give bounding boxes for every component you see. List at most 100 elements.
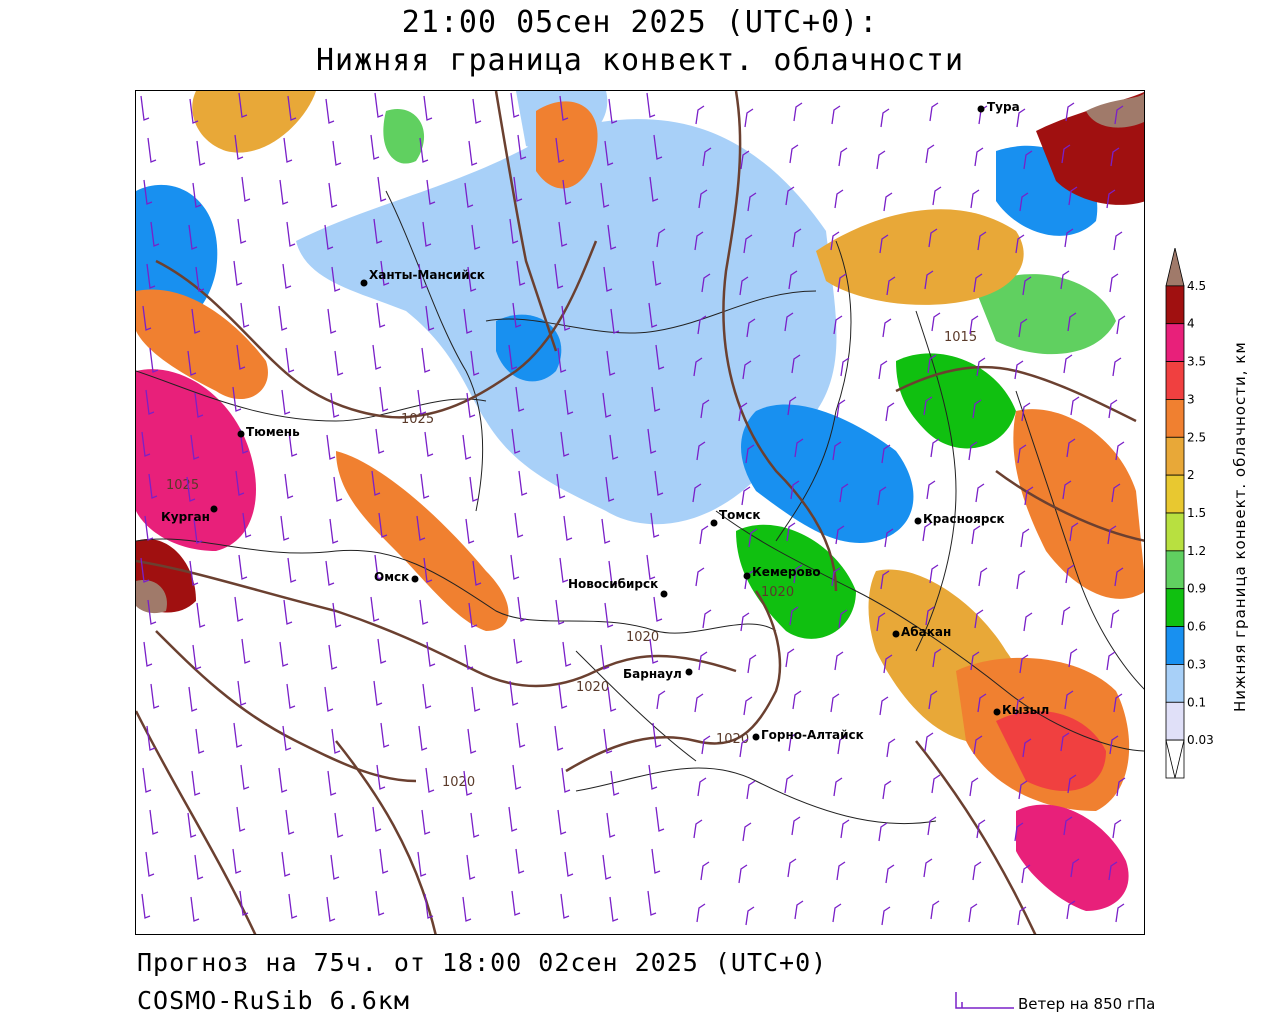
wind-barb bbox=[836, 861, 846, 881]
wind-barb bbox=[1112, 819, 1122, 839]
wind-barb bbox=[508, 806, 518, 832]
wind-barb bbox=[518, 470, 528, 496]
wind-legend: Ветер на 850 гПа bbox=[952, 990, 1202, 1016]
wind-barb bbox=[1067, 774, 1077, 794]
isobar-label: 1015 bbox=[944, 330, 977, 345]
isobar-line bbox=[136, 559, 737, 688]
wind-barb bbox=[830, 693, 840, 713]
wind-barb bbox=[655, 344, 665, 370]
wind-barb bbox=[1070, 858, 1080, 878]
wind-barb bbox=[470, 350, 480, 376]
wind-barb bbox=[833, 315, 843, 335]
wind-barb bbox=[150, 683, 160, 709]
wind-barb bbox=[926, 480, 936, 500]
wind-barb bbox=[1069, 522, 1079, 542]
wind-barb bbox=[240, 302, 250, 328]
wind-barb bbox=[471, 686, 481, 712]
region-border bbox=[775, 240, 852, 542]
wind-barb bbox=[791, 816, 801, 836]
wind-barb-icon bbox=[955, 992, 1014, 1009]
wind-barb bbox=[1016, 108, 1026, 128]
wind-barb bbox=[192, 644, 202, 670]
colorbar-label: 1.5 bbox=[1187, 506, 1206, 520]
wind-barb bbox=[931, 774, 941, 794]
wind-barb bbox=[698, 651, 708, 671]
wind-barb bbox=[326, 434, 336, 460]
city-krasnoyarsk: Красноярск bbox=[914, 512, 1005, 526]
wind-barb bbox=[1110, 609, 1120, 629]
wind-barb bbox=[1022, 276, 1032, 296]
wind-barb bbox=[192, 182, 202, 208]
colorbar-label: 0.9 bbox=[1187, 582, 1206, 596]
wind-barb bbox=[279, 641, 289, 667]
wind-barb bbox=[282, 263, 292, 289]
wind-barb bbox=[789, 144, 799, 164]
wind-barb bbox=[196, 602, 206, 628]
wind-barb bbox=[555, 137, 565, 163]
wind-barb bbox=[651, 386, 661, 412]
wind-barb bbox=[794, 900, 804, 920]
wind-barb bbox=[327, 770, 337, 796]
colorbar-label: 2 bbox=[1187, 468, 1195, 482]
wind-barb bbox=[1112, 357, 1122, 377]
wind-barb bbox=[191, 770, 201, 796]
wind-barb bbox=[740, 612, 750, 632]
wind-barb bbox=[743, 234, 753, 254]
cloud-fields bbox=[136, 91, 1144, 911]
region-border bbox=[485, 290, 817, 334]
cloud-area-red bbox=[996, 711, 1106, 791]
wind-barb bbox=[880, 570, 890, 590]
wind-barb bbox=[189, 560, 199, 586]
isobar-label: 1020 bbox=[716, 732, 749, 747]
wind-barb bbox=[146, 725, 156, 751]
wind-barb bbox=[380, 260, 390, 286]
isobar-label: 1020 bbox=[761, 585, 794, 600]
wind-barb bbox=[609, 896, 619, 922]
wind-barb bbox=[923, 396, 933, 416]
wind-barb bbox=[878, 360, 888, 380]
wind-barb bbox=[604, 140, 614, 166]
city-omsk: Омск bbox=[374, 570, 419, 584]
wind-barb bbox=[603, 266, 613, 292]
wind-barb bbox=[239, 890, 249, 916]
cloud-area-orange bbox=[536, 101, 598, 189]
wind-barb bbox=[513, 176, 523, 202]
svg-text:Абакан: Абакан bbox=[901, 625, 951, 639]
colorbar-label: 0.6 bbox=[1187, 620, 1206, 634]
wind-barb bbox=[1064, 690, 1074, 710]
wind-barb bbox=[977, 231, 987, 251]
wind-barb bbox=[417, 851, 427, 877]
wind-barb bbox=[238, 554, 248, 580]
wind-barb bbox=[468, 140, 478, 166]
wind-barb bbox=[509, 680, 519, 706]
wind-barb bbox=[648, 302, 658, 328]
wind-barb bbox=[563, 515, 573, 541]
wind-barb bbox=[1106, 651, 1116, 671]
cloud-area-orange bbox=[336, 451, 509, 631]
wind-barb bbox=[648, 764, 658, 790]
wind-barb bbox=[232, 848, 242, 874]
wind-barb bbox=[561, 767, 571, 793]
wind-barb bbox=[1108, 399, 1118, 419]
wind-barb bbox=[516, 260, 526, 286]
wind-barb bbox=[236, 806, 246, 832]
colorbar-swatch bbox=[1165, 436, 1185, 476]
colorbar-title: Нижняя граница конвект. облачности, км bbox=[1231, 341, 1249, 712]
wind-barb bbox=[234, 134, 244, 160]
wind-barb bbox=[1064, 228, 1074, 248]
cloud-area-blue bbox=[741, 404, 914, 543]
svg-text:Барнаул: Барнаул bbox=[623, 667, 682, 681]
wind-barb bbox=[927, 354, 937, 374]
wind-barb bbox=[831, 105, 841, 125]
wind-barb bbox=[746, 318, 756, 338]
svg-text:Курган: Курган bbox=[161, 510, 210, 524]
colorbar-swatch bbox=[1165, 550, 1185, 590]
wind-barb bbox=[324, 224, 334, 250]
cloud-area-brown bbox=[1086, 93, 1144, 128]
svg-text:Томск: Томск bbox=[719, 508, 761, 522]
wind-barb bbox=[699, 525, 709, 545]
colorbar-cap-bottom bbox=[1165, 739, 1185, 779]
wind-barb bbox=[785, 186, 795, 206]
wind-barb bbox=[885, 402, 895, 422]
wind-barb bbox=[462, 434, 472, 460]
